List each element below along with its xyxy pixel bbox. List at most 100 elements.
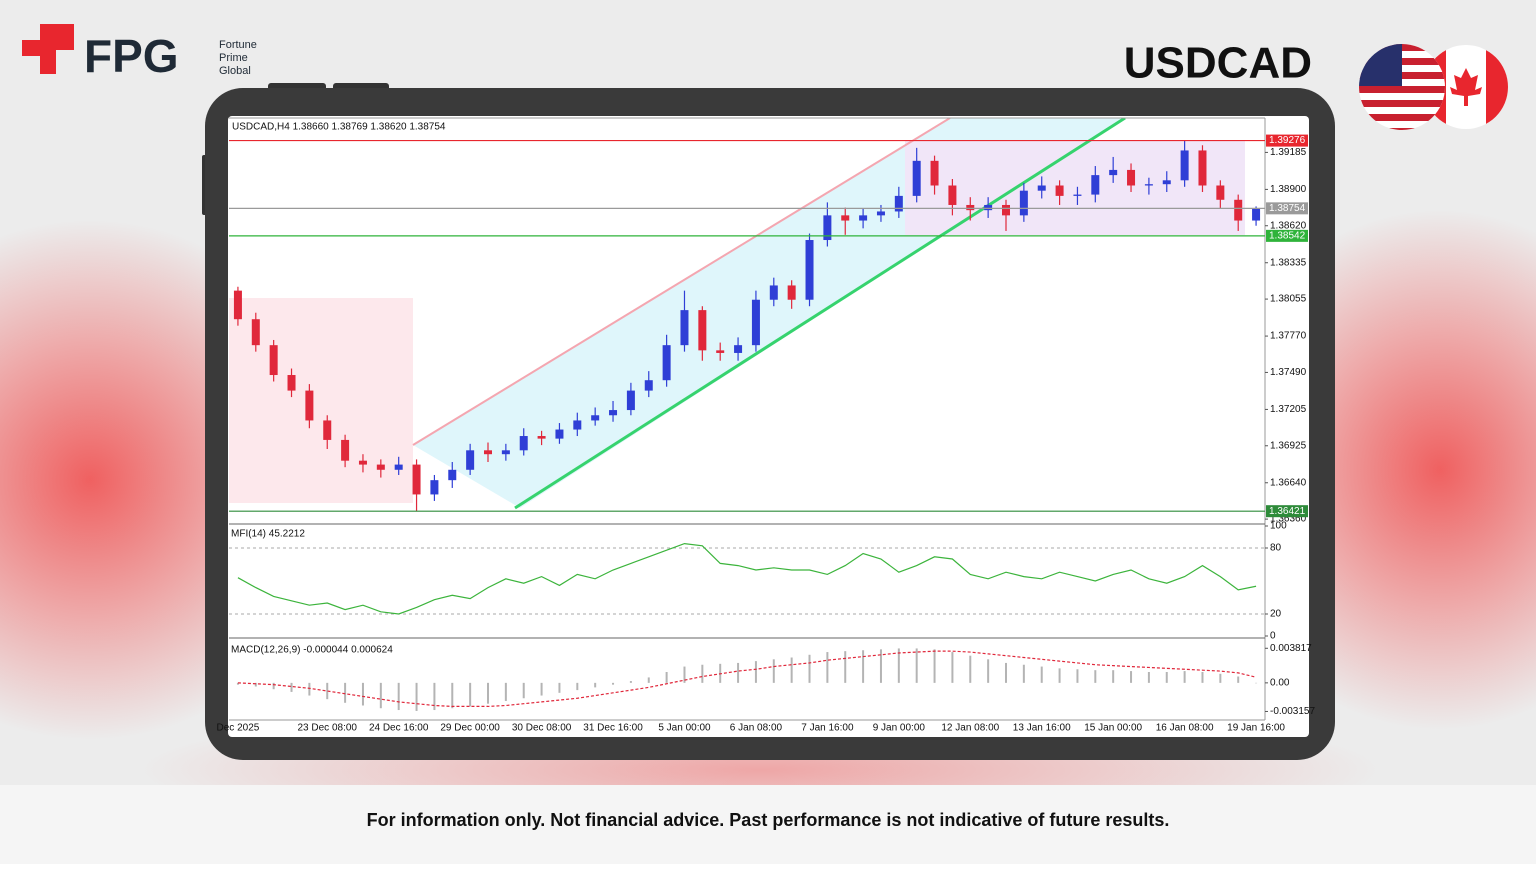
macd-header: MACD(12,26,9) -0.000044 0.000624 [231,645,393,656]
candle-body [1252,208,1261,221]
flag-canada [1424,45,1508,129]
x-tick-label: 30 Dec 08:00 [512,723,572,734]
candle-body [894,195,903,212]
candle-body [1002,204,1010,216]
candle-body [341,439,350,461]
x-tick-label: 5 Jan 00:00 [658,723,711,734]
level-tag [1266,229,1308,242]
level-tag [1266,202,1308,215]
x-tick-label: 16 Jan 08:00 [1156,723,1214,734]
logo-mark [22,24,74,74]
y-tick-label: 0 [1270,631,1276,642]
candle-body [609,410,618,416]
candle-body [930,160,939,186]
candle-body [734,345,743,353]
y-tick-label: 1.38055 [1270,294,1307,305]
candle-body [841,215,850,221]
candle-body [233,290,242,320]
candle-body [912,160,921,196]
candle-body [662,345,671,381]
y-tick-label: 1.38620 [1270,220,1307,231]
candle-body [1144,184,1153,186]
candle-body [1216,185,1225,200]
level-label: 1.38542 [1269,231,1306,242]
candle-body [1109,169,1118,176]
candle-body [394,464,403,470]
candle-body [1037,185,1046,191]
candle-body [948,185,957,205]
x-tick-label: 23 Dec 08:00 [297,723,357,734]
x-tick-label: Dec 2025 [217,723,260,734]
x-tick-label: 7 Jan 16:00 [801,723,854,734]
candle-body [1180,150,1189,181]
candle-body [876,211,885,216]
y-tick-label: -0.003157 [1270,706,1315,717]
candle-body [1162,180,1171,185]
candle-body [716,350,725,353]
drawings [229,118,1245,510]
level-label: 1.36421 [1269,506,1306,517]
candle-body [680,310,689,346]
candle-body [805,240,814,300]
x-tick-label: 29 Dec 00:00 [440,723,500,734]
candle-body [287,375,296,391]
x-tick-label: 31 Dec 16:00 [583,723,643,734]
candle-body [466,450,475,470]
brand-line: Global [219,65,251,77]
y-tick-label: 1.38900 [1270,184,1307,195]
y-tick-label: 1.39185 [1270,147,1307,158]
candle-body [412,464,421,495]
brand-line: Prime [219,52,248,64]
y-tick-label: 1.37205 [1270,404,1307,415]
level-tag [1266,505,1308,518]
x-tick-label: 9 Jan 00:00 [873,723,926,734]
candle-body [859,215,868,221]
candle-body [698,310,707,351]
y-tick-label: 1.37770 [1270,331,1307,342]
candle-body [751,299,760,346]
candle-body [787,285,796,300]
x-tick-label: 13 Jan 16:00 [1013,723,1071,734]
level-label: 1.38754 [1269,203,1306,214]
candle-body [519,436,528,451]
candle-body [555,429,564,439]
y-tick-label: 1.36640 [1270,477,1307,488]
channel-top [412,118,951,446]
logo-text: FPG [84,30,179,82]
y-tick-label: 1.38335 [1270,257,1307,268]
candle-body [323,420,332,440]
symbol-title: USDCAD [1124,39,1312,88]
brand-line: Fortune [219,39,257,51]
candle-body [358,460,367,465]
candle-body [769,285,778,300]
level-label: 1.39276 [1269,135,1306,146]
mfi-line [237,542,1257,615]
x-tick-label: 19 Jan 16:00 [1227,723,1285,734]
y-tick-label: 100 [1270,521,1287,532]
candle-body [430,480,439,495]
y-tick-label: 1.36360 [1270,514,1307,525]
candle-body [984,204,993,211]
candle-body [537,436,546,439]
disclaimer: For information only. Not financial advi… [367,810,1170,830]
candle-body [626,390,635,411]
y-tick-label: 1.37490 [1270,367,1307,378]
y-tick-label: 0.00 [1270,677,1290,688]
candle-body [484,450,492,455]
candle-body [501,450,510,455]
chart-header: USDCAD,H4 1.38660 1.38769 1.38620 1.3875… [232,122,446,133]
candle-body [1198,150,1207,186]
candle-body [1127,169,1136,186]
candle-body [448,469,457,481]
plots: Dec 2025 23 Dec 08:00 24 Dec 16:00 29 Dec 0… [217,134,1315,734]
candle-body [1019,190,1028,216]
y-tick-label: 0.003817 [1270,643,1312,654]
candle-body [1055,185,1064,196]
y-tick-label: 1.36925 [1270,440,1307,451]
candle-body [305,390,314,421]
candle-body [823,215,832,241]
signal-line [237,650,1257,708]
candle-body [591,415,600,421]
